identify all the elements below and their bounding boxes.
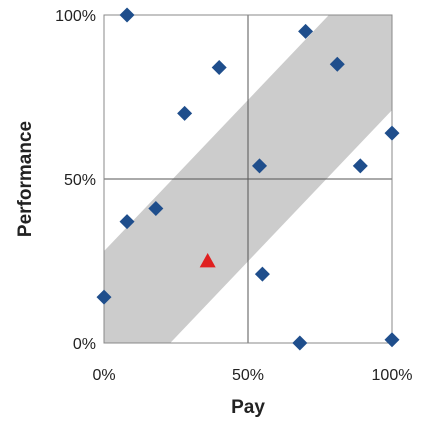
data-point-diamond [298,23,314,39]
data-point-diamond [292,335,308,351]
data-point-diamond [211,59,227,75]
data-point-diamond [384,332,400,348]
x-tick-label: 0% [92,367,115,384]
data-point-diamond [148,201,164,217]
data-point-diamond [254,266,270,282]
data-points [96,7,400,351]
data-point-diamond [96,289,112,305]
x-tick-label: 100% [372,367,413,384]
plot-frame [103,14,393,344]
data-point-diamond [119,214,135,230]
data-point-diamond [252,158,268,174]
data-point-diamond [384,125,400,141]
data-point-diamond [329,56,345,72]
y-axis-title: Performance [15,121,36,237]
y-tick-label: 100% [55,8,96,25]
y-tick-label: 0% [73,336,96,353]
data-point-diamond [352,158,368,174]
x-tick-label: 50% [232,367,264,384]
data-point-triangle [199,253,216,268]
x-axis-title: Pay [231,397,265,418]
y-tick-label: 50% [64,172,96,189]
tick-labels: 0% 50% 100% 0% 50% 100% [55,8,412,384]
data-point-diamond [177,105,193,121]
data-point-diamond [119,7,135,23]
